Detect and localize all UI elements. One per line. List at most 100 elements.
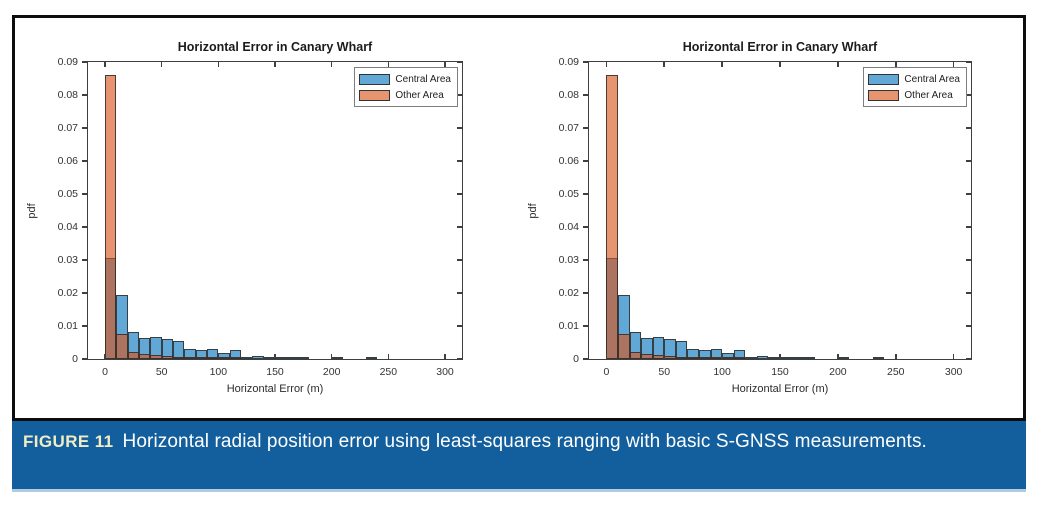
- histogram-bar: [641, 354, 653, 359]
- histogram-bar: [698, 357, 711, 359]
- histogram-bar: [252, 355, 264, 359]
- histogram-bar: [116, 333, 128, 359]
- histogram-bar: [768, 357, 780, 359]
- histogram-bar: [756, 355, 769, 359]
- y-tick-mark-right: [966, 61, 971, 63]
- x-tick-label: 100: [209, 366, 228, 378]
- legend-swatch: [359, 73, 391, 85]
- histogram-bar: [629, 351, 642, 359]
- y-tick-label: 0.07: [558, 122, 579, 134]
- y-tick-mark-right: [457, 325, 462, 327]
- y-tick-mark: [583, 325, 588, 327]
- x-tick-label: 0: [102, 366, 108, 378]
- x-tick-mark: [721, 354, 723, 359]
- histogram-bar: [218, 357, 230, 359]
- y-tick-label: 0.03: [57, 254, 78, 266]
- x-tick-label: 200: [322, 366, 341, 378]
- y-tick-label: 0.08: [57, 89, 78, 101]
- histogram-bar: [275, 357, 287, 359]
- y-tick-mark: [583, 160, 588, 162]
- histogram-bar: [297, 357, 309, 359]
- y-axis-label: pdf: [527, 202, 539, 219]
- x-axis-label: Horizontal Error (m): [731, 383, 829, 395]
- y-tick-label: 0.05: [57, 188, 78, 200]
- legend-entry: Central Area: [868, 71, 960, 87]
- histogram-bar: [161, 355, 173, 359]
- y-tick-mark: [82, 61, 87, 63]
- histogram-bar: [331, 357, 343, 359]
- y-tick-mark: [583, 94, 588, 96]
- x-tick-mark: [605, 354, 608, 359]
- y-tick-mark-right: [457, 160, 462, 162]
- x-tick-mark-top: [160, 62, 163, 67]
- histogram-bar: [722, 357, 734, 359]
- histogram-bar: [664, 355, 676, 359]
- y-tick-label: 0: [72, 353, 78, 365]
- x-tick-mark-top: [444, 62, 446, 67]
- x-tick-label: 0: [603, 366, 610, 378]
- histogram-bar: [127, 351, 139, 359]
- histogram-bar: [745, 357, 757, 359]
- histogram-bar: [872, 357, 885, 359]
- y-tick-label: 0.08: [558, 89, 579, 101]
- y-tick-label: 0.09: [57, 56, 78, 68]
- legend-swatch: [359, 89, 391, 101]
- x-tick-mark-top: [217, 62, 220, 67]
- histogram-bar: [365, 357, 377, 359]
- x-tick-mark: [104, 354, 106, 359]
- x-tick-mark-top: [605, 62, 608, 67]
- y-tick-mark-right: [457, 292, 462, 294]
- y-tick-mark-right: [457, 193, 462, 195]
- histogram-bar: [105, 74, 117, 359]
- legend-entry: Central Area: [359, 71, 451, 87]
- y-tick-mark-right: [457, 127, 462, 129]
- x-tick-mark-top: [779, 62, 781, 67]
- x-tick-mark-top: [952, 62, 955, 67]
- y-tick-mark-right: [966, 94, 971, 96]
- histogram-bar: [617, 333, 630, 359]
- histogram-bar: [139, 354, 151, 359]
- x-tick-label: 150: [266, 366, 284, 378]
- y-tick-mark-right: [457, 226, 462, 228]
- legend-label: Central Area: [395, 73, 451, 85]
- figure-caption: FIGURE 11 Horizontal radial position erro…: [12, 421, 953, 454]
- y-tick-mark-right: [457, 94, 462, 96]
- x-tick-mark: [895, 354, 897, 359]
- y-tick-label: 0.06: [57, 155, 78, 167]
- x-tick-mark: [274, 354, 276, 359]
- y-tick-mark-right: [966, 226, 971, 228]
- y-tick-mark: [583, 259, 588, 261]
- y-tick-mark: [82, 358, 87, 360]
- figure-caption-bar: FIGURE 11 Horizontal radial position erro…: [12, 421, 1026, 492]
- x-tick-mark-top: [837, 62, 839, 67]
- y-tick-mark: [82, 259, 87, 261]
- y-tick-mark: [583, 61, 588, 63]
- y-tick-mark-right: [966, 325, 971, 327]
- legend-box: Central Area Other Area: [354, 67, 458, 107]
- x-tick-mark-top: [895, 62, 897, 67]
- x-tick-label: 300: [944, 366, 963, 378]
- x-tick-mark: [952, 354, 955, 359]
- x-tick-mark: [160, 354, 163, 359]
- y-tick-mark: [82, 94, 87, 96]
- y-tick-mark-right: [966, 127, 971, 129]
- y-tick-mark: [82, 193, 87, 195]
- x-tick-label: 50: [155, 366, 168, 378]
- histogram-bar: [791, 357, 804, 359]
- legend-entry: Other Area: [868, 87, 960, 103]
- histogram-bar: [837, 357, 850, 359]
- y-tick-label: 0.06: [558, 155, 579, 167]
- x-tick-label: 100: [713, 366, 731, 378]
- legend-label: Central Area: [904, 73, 960, 85]
- y-tick-label: 0.04: [558, 221, 579, 233]
- histogram-bar: [184, 357, 196, 359]
- x-tick-label: 300: [436, 366, 454, 378]
- histogram-bar: [675, 357, 688, 359]
- histogram-bar: [173, 357, 185, 359]
- y-tick-label: 0.01: [558, 320, 579, 332]
- x-tick-mark: [837, 354, 839, 359]
- histogram-bar: [606, 74, 618, 359]
- y-tick-mark: [82, 127, 87, 129]
- y-axis-label: pdf: [26, 202, 38, 219]
